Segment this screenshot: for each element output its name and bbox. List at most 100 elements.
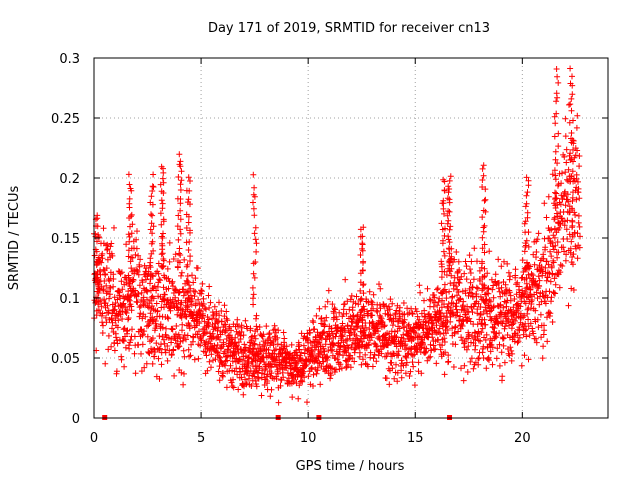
data-point-marker [232,334,239,341]
data-point-marker [460,318,467,325]
data-point-marker [468,258,475,265]
data-point-marker [185,303,191,310]
data-point-marker [111,347,118,354]
data-point-marker [552,281,559,288]
data-point-marker [374,308,381,315]
data-point-marker [264,378,271,384]
data-point-marker [409,311,416,317]
data-point-marker [125,281,132,287]
data-point-marker [252,224,259,231]
data-point-marker [532,281,539,288]
data-point-marker [176,151,183,158]
data-point-marker [479,281,486,288]
data-point-marker [205,316,212,323]
data-point-marker [164,343,171,349]
data-point-marker [283,343,290,350]
data-point-marker [474,285,481,292]
data-point-marker [237,368,244,375]
data-point-marker [162,349,169,356]
data-point-marker [431,346,438,353]
data-point-marker [347,325,354,332]
data-point-marker [532,307,539,314]
data-point-marker [448,265,455,272]
data-point-marker [329,301,336,308]
data-point-marker [481,241,488,248]
data-point-marker [413,308,420,315]
data-point-marker [128,307,135,314]
data-point-marker [569,207,576,213]
data-point-marker [141,328,148,335]
data-point-marker [187,352,194,359]
data-point-marker [446,196,453,203]
data-point-marker [433,360,440,367]
data-point-marker [158,188,165,195]
data-point-marker [128,211,135,218]
data-point-marker [569,194,576,201]
data-point-marker [545,193,552,200]
data-point-marker [195,355,202,362]
data-point-marker [566,101,572,108]
data-point-marker [110,276,117,282]
data-point-marker [377,285,384,292]
data-point-marker [203,306,209,313]
data-point-marker [149,293,156,300]
data-point-marker [113,368,120,375]
data-point-marker [383,303,390,309]
data-point-marker [249,284,256,291]
data-point-marker [152,318,159,324]
data-point-marker [441,335,448,342]
data-point-marker [103,265,110,272]
data-point-marker [547,310,554,317]
data-point-marker [573,171,580,178]
data-point-marker [103,282,110,289]
data-point-marker [480,172,487,179]
data-point-marker [179,327,185,334]
data-point-marker [148,211,154,218]
data-point-marker [351,349,358,356]
data-point-marker [534,316,541,323]
data-point-marker [427,353,434,360]
data-point-marker [567,101,574,108]
data-point-marker [348,323,355,329]
data-point-marker [95,254,102,261]
data-point-marker [170,346,177,353]
data-point-marker [233,342,240,349]
data-point-marker [548,226,555,233]
data-point-marker [563,226,570,233]
data-point-marker [94,223,101,230]
data-point-marker [128,254,135,261]
data-point-marker [191,293,198,300]
data-point-marker [365,342,372,349]
data-point-marker [250,191,257,198]
data-point-marker [473,284,480,291]
data-point-marker [438,315,445,322]
data-point-marker [125,253,132,260]
data-point-marker [200,312,207,319]
data-point-marker [337,343,344,349]
data-point-marker [160,218,167,225]
data-point-marker [305,373,312,380]
data-point-marker [376,312,383,319]
data-point-marker [558,180,565,187]
data-point-marker [508,357,515,364]
data-point-marker [105,332,112,339]
data-point-marker [548,294,555,301]
data-point-marker [358,361,365,368]
data-point-marker [258,392,265,399]
data-point-marker [558,215,565,222]
data-point-marker [144,288,151,295]
data-point-marker [565,198,572,205]
data-point-marker [473,293,480,300]
data-point-marker [185,288,192,295]
data-point-marker [470,293,476,300]
data-point-marker [178,314,185,321]
data-point-marker [304,399,310,406]
data-point-marker [464,369,471,375]
data-point-marker [525,356,532,363]
data-point-marker [540,343,547,350]
data-point-marker [370,305,377,312]
data-point-marker [177,187,184,193]
data-point-marker [255,369,262,376]
data-point-marker [151,283,158,290]
data-point-marker [252,328,259,335]
